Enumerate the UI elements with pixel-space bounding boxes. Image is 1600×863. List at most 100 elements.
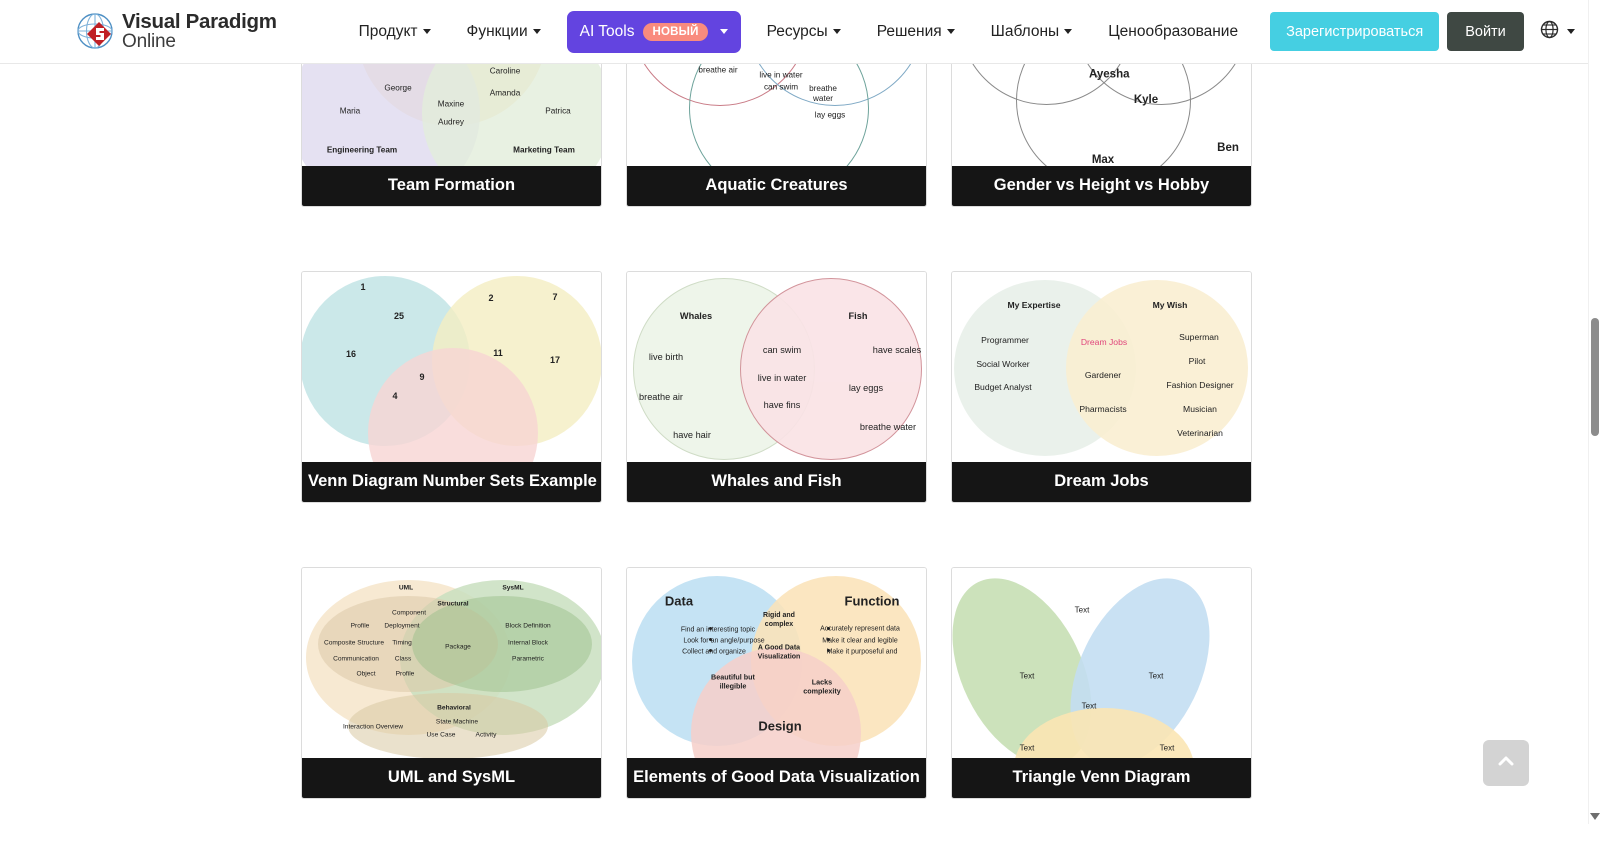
template-card-dream-jobs[interactable]: My Expertise My Wish Programmer Dream Jo… (951, 271, 1252, 503)
venn-label: Text (1019, 743, 1035, 753)
nav-item-product[interactable]: Продукт (341, 0, 449, 63)
nav-item-solutions[interactable]: Решения (859, 0, 973, 63)
venn-label: lay eggs (848, 383, 884, 393)
venn-label: Text (1074, 605, 1090, 615)
header-actions: Зарегистрироваться Войти (1256, 12, 1575, 51)
template-card-number-sets[interactable]: 1 2 7 25 16 11 17 9 4 Venn Diagram Numbe… (301, 271, 602, 503)
chevron-down-icon (532, 29, 541, 34)
nav-item-ai-tools[interactable]: AI Tools новый (566, 10, 741, 53)
venn-label: Use Case (426, 731, 456, 739)
venn-label: Rigid and complex (763, 611, 795, 628)
venn-label: Communication (333, 655, 379, 663)
venn-label: Social Worker (976, 359, 1030, 369)
venn-label: 11 (493, 348, 503, 358)
template-card-data-visualization[interactable]: Data Function Rigid and complex Find an … (626, 567, 927, 799)
venn-label: 16 (345, 349, 357, 359)
venn-label: lay eggs (814, 110, 846, 120)
venn-label: Structural (437, 600, 469, 608)
nav-item-pricing[interactable]: Ценообразование (1090, 0, 1256, 63)
chevron-down-icon (1064, 29, 1073, 34)
venn-label: 1 (360, 282, 366, 292)
nav-item-features[interactable]: Функции (449, 0, 559, 63)
venn-label: A Good Data Visualization (757, 644, 801, 661)
venn-label: Text (1159, 743, 1175, 753)
venn-label: State Machine (435, 718, 479, 726)
ai-tools-label: AI Tools (579, 22, 635, 40)
venn-label: Text (1148, 671, 1164, 681)
venn-label: Programmer (981, 335, 1029, 345)
venn-ellipse-behavioral (348, 693, 548, 758)
venn-diagram: UML SysML Structural Component Profile D… (302, 568, 601, 758)
scrollbar-thumb[interactable] (1591, 318, 1599, 436)
venn-label: Parametric (512, 655, 544, 663)
chevron-down-icon (719, 29, 728, 34)
venn-label: Deployment (384, 622, 420, 630)
template-card-title: Elements of Good Data Visualization (627, 758, 926, 798)
bullet-icon (827, 649, 830, 652)
venn-circle-fish (740, 278, 922, 460)
venn-diagram: Whales Fish live birth can swim have sca… (627, 272, 926, 462)
venn-label: Kyle (1133, 94, 1159, 106)
venn-label: Ben (1217, 142, 1239, 154)
venn-label: UML (398, 584, 414, 592)
chevron-down-icon (832, 29, 841, 34)
bullet-icon (709, 627, 712, 630)
site-header: Visual Paradigm Online Продукт Функции A… (0, 0, 1588, 64)
venn-label: Maria (339, 106, 361, 116)
login-button[interactable]: Войти (1447, 12, 1524, 51)
language-selector[interactable] (1540, 20, 1575, 44)
venn-label: Fashion Designer (1166, 380, 1234, 390)
site-logo[interactable]: Visual Paradigm Online (76, 11, 277, 53)
venn-label: Make it clear and legible (822, 637, 898, 645)
venn-label: Composite Structure (323, 639, 385, 647)
logo-text-secondary: Online (122, 31, 176, 53)
template-card-title: Dream Jobs (952, 462, 1251, 502)
venn-label: Design (758, 718, 802, 734)
template-thumbnail: 1 2 7 25 16 11 17 9 4 (302, 272, 601, 462)
template-card-uml-sysml[interactable]: UML SysML Structural Component Profile D… (301, 567, 602, 799)
nav-item-templates[interactable]: Шаблоны (973, 0, 1091, 63)
template-thumbnail: Data Function Rigid and complex Find an … (627, 568, 926, 758)
venn-label: Make it purposeful and (826, 648, 898, 656)
venn-label: live in water (759, 70, 803, 80)
venn-label: live in water (757, 373, 807, 383)
venn-label: Look for an angle/purpose (683, 637, 765, 645)
venn-label: Maxine (437, 99, 465, 109)
template-card-triangle-venn[interactable]: Text Text Text Text Text Text Triangle V… (951, 567, 1252, 799)
venn-label: Object (356, 670, 376, 678)
venn-label: Profile (395, 670, 415, 678)
venn-label: 25 (393, 311, 405, 321)
venn-label: Timing (392, 639, 412, 647)
venn-label: Data (664, 593, 694, 609)
signup-button[interactable]: Зарегистрироваться (1270, 12, 1440, 51)
back-to-top-button[interactable] (1483, 740, 1529, 786)
venn-label: 7 (552, 292, 558, 302)
chevron-up-icon (1495, 750, 1517, 777)
template-gallery: Jack Neil CS Team Caroline Amanda George… (0, 0, 1588, 824)
nav-item-resources[interactable]: Ресурсы (749, 0, 859, 63)
template-thumbnail: Whales Fish live birth can swim have sca… (627, 272, 926, 462)
bullet-icon (827, 627, 830, 630)
template-card-whales-and-fish[interactable]: Whales Fish live birth can swim have sca… (626, 271, 927, 503)
venn-label: breathe air (639, 392, 683, 402)
venn-label: Find an interesting topic (680, 626, 756, 634)
template-card-title: Team Formation (302, 166, 601, 206)
venn-label: 2 (488, 293, 494, 303)
venn-label: Package (445, 643, 471, 651)
venn-label: SysML (502, 584, 524, 592)
page-scrollbar[interactable] (1588, 0, 1600, 824)
venn-label: My Wish (1152, 300, 1188, 310)
globe-diamond-logo-icon (76, 11, 118, 53)
venn-label: 9 (419, 372, 425, 382)
template-grid: Jack Neil CS Team Caroline Amanda George… (301, 0, 1261, 863)
chevron-down-icon (946, 29, 955, 34)
venn-label: Amanda (489, 88, 521, 98)
venn-label: Function (844, 593, 900, 609)
venn-label: Fish (848, 311, 868, 321)
nav-item-pricing-label: Ценообразование (1108, 22, 1239, 40)
venn-diagram: 1 2 7 25 16 11 17 9 4 (302, 272, 601, 462)
venn-label: have fins (763, 400, 801, 410)
triangle-down-icon[interactable] (1590, 813, 1600, 820)
venn-diagram: Text Text Text Text Text Text (952, 568, 1251, 758)
venn-label: breathe water (859, 422, 917, 432)
